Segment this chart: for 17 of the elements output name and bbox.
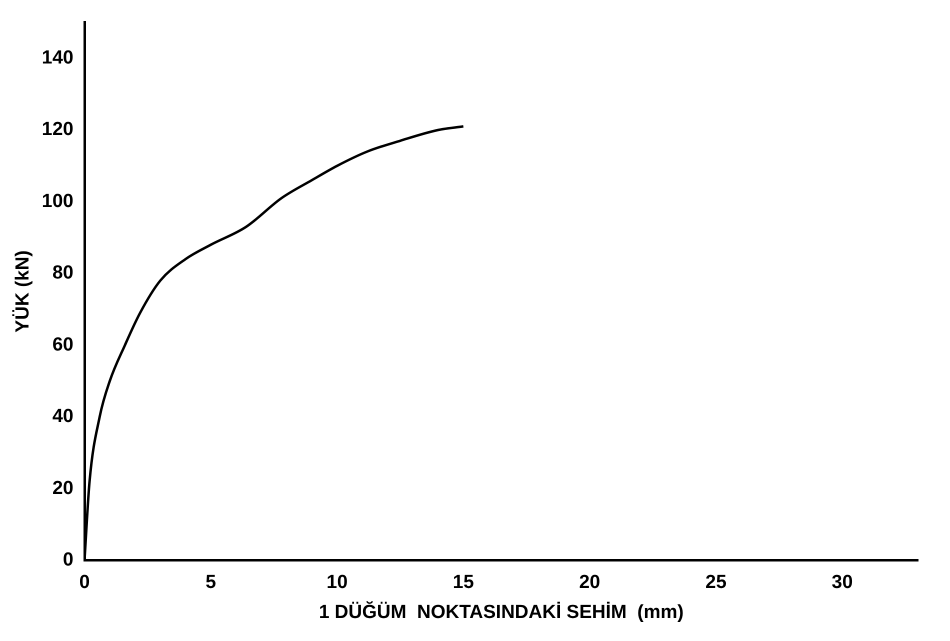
y-tick-label: 0 <box>62 550 74 571</box>
y-tick-label: 140 <box>42 48 74 68</box>
x-tick-label: 0 <box>79 572 90 594</box>
y-tick-label: 120 <box>42 119 74 140</box>
y-tick-label: 100 <box>42 190 74 212</box>
x-tick-label: 5 <box>206 572 216 594</box>
x-axis-title: 1 DÜĞÜM NOKTASINDAKİ SEHİM (mm) <box>318 600 684 623</box>
y-tick-label: 80 <box>52 262 74 284</box>
y-tick-label: 20 <box>52 478 74 499</box>
x-tick-label: 30 <box>832 572 853 594</box>
y-tick-label: 60 <box>52 334 74 356</box>
x-tick-label: 10 <box>326 572 348 594</box>
x-tick-label: 20 <box>579 572 600 594</box>
x-tick-label: 15 <box>452 572 474 594</box>
y-tick-label: 40 <box>52 406 74 428</box>
x-tick-label: 25 <box>705 572 727 594</box>
y-axis-title: YÜK (kN) <box>12 250 34 333</box>
